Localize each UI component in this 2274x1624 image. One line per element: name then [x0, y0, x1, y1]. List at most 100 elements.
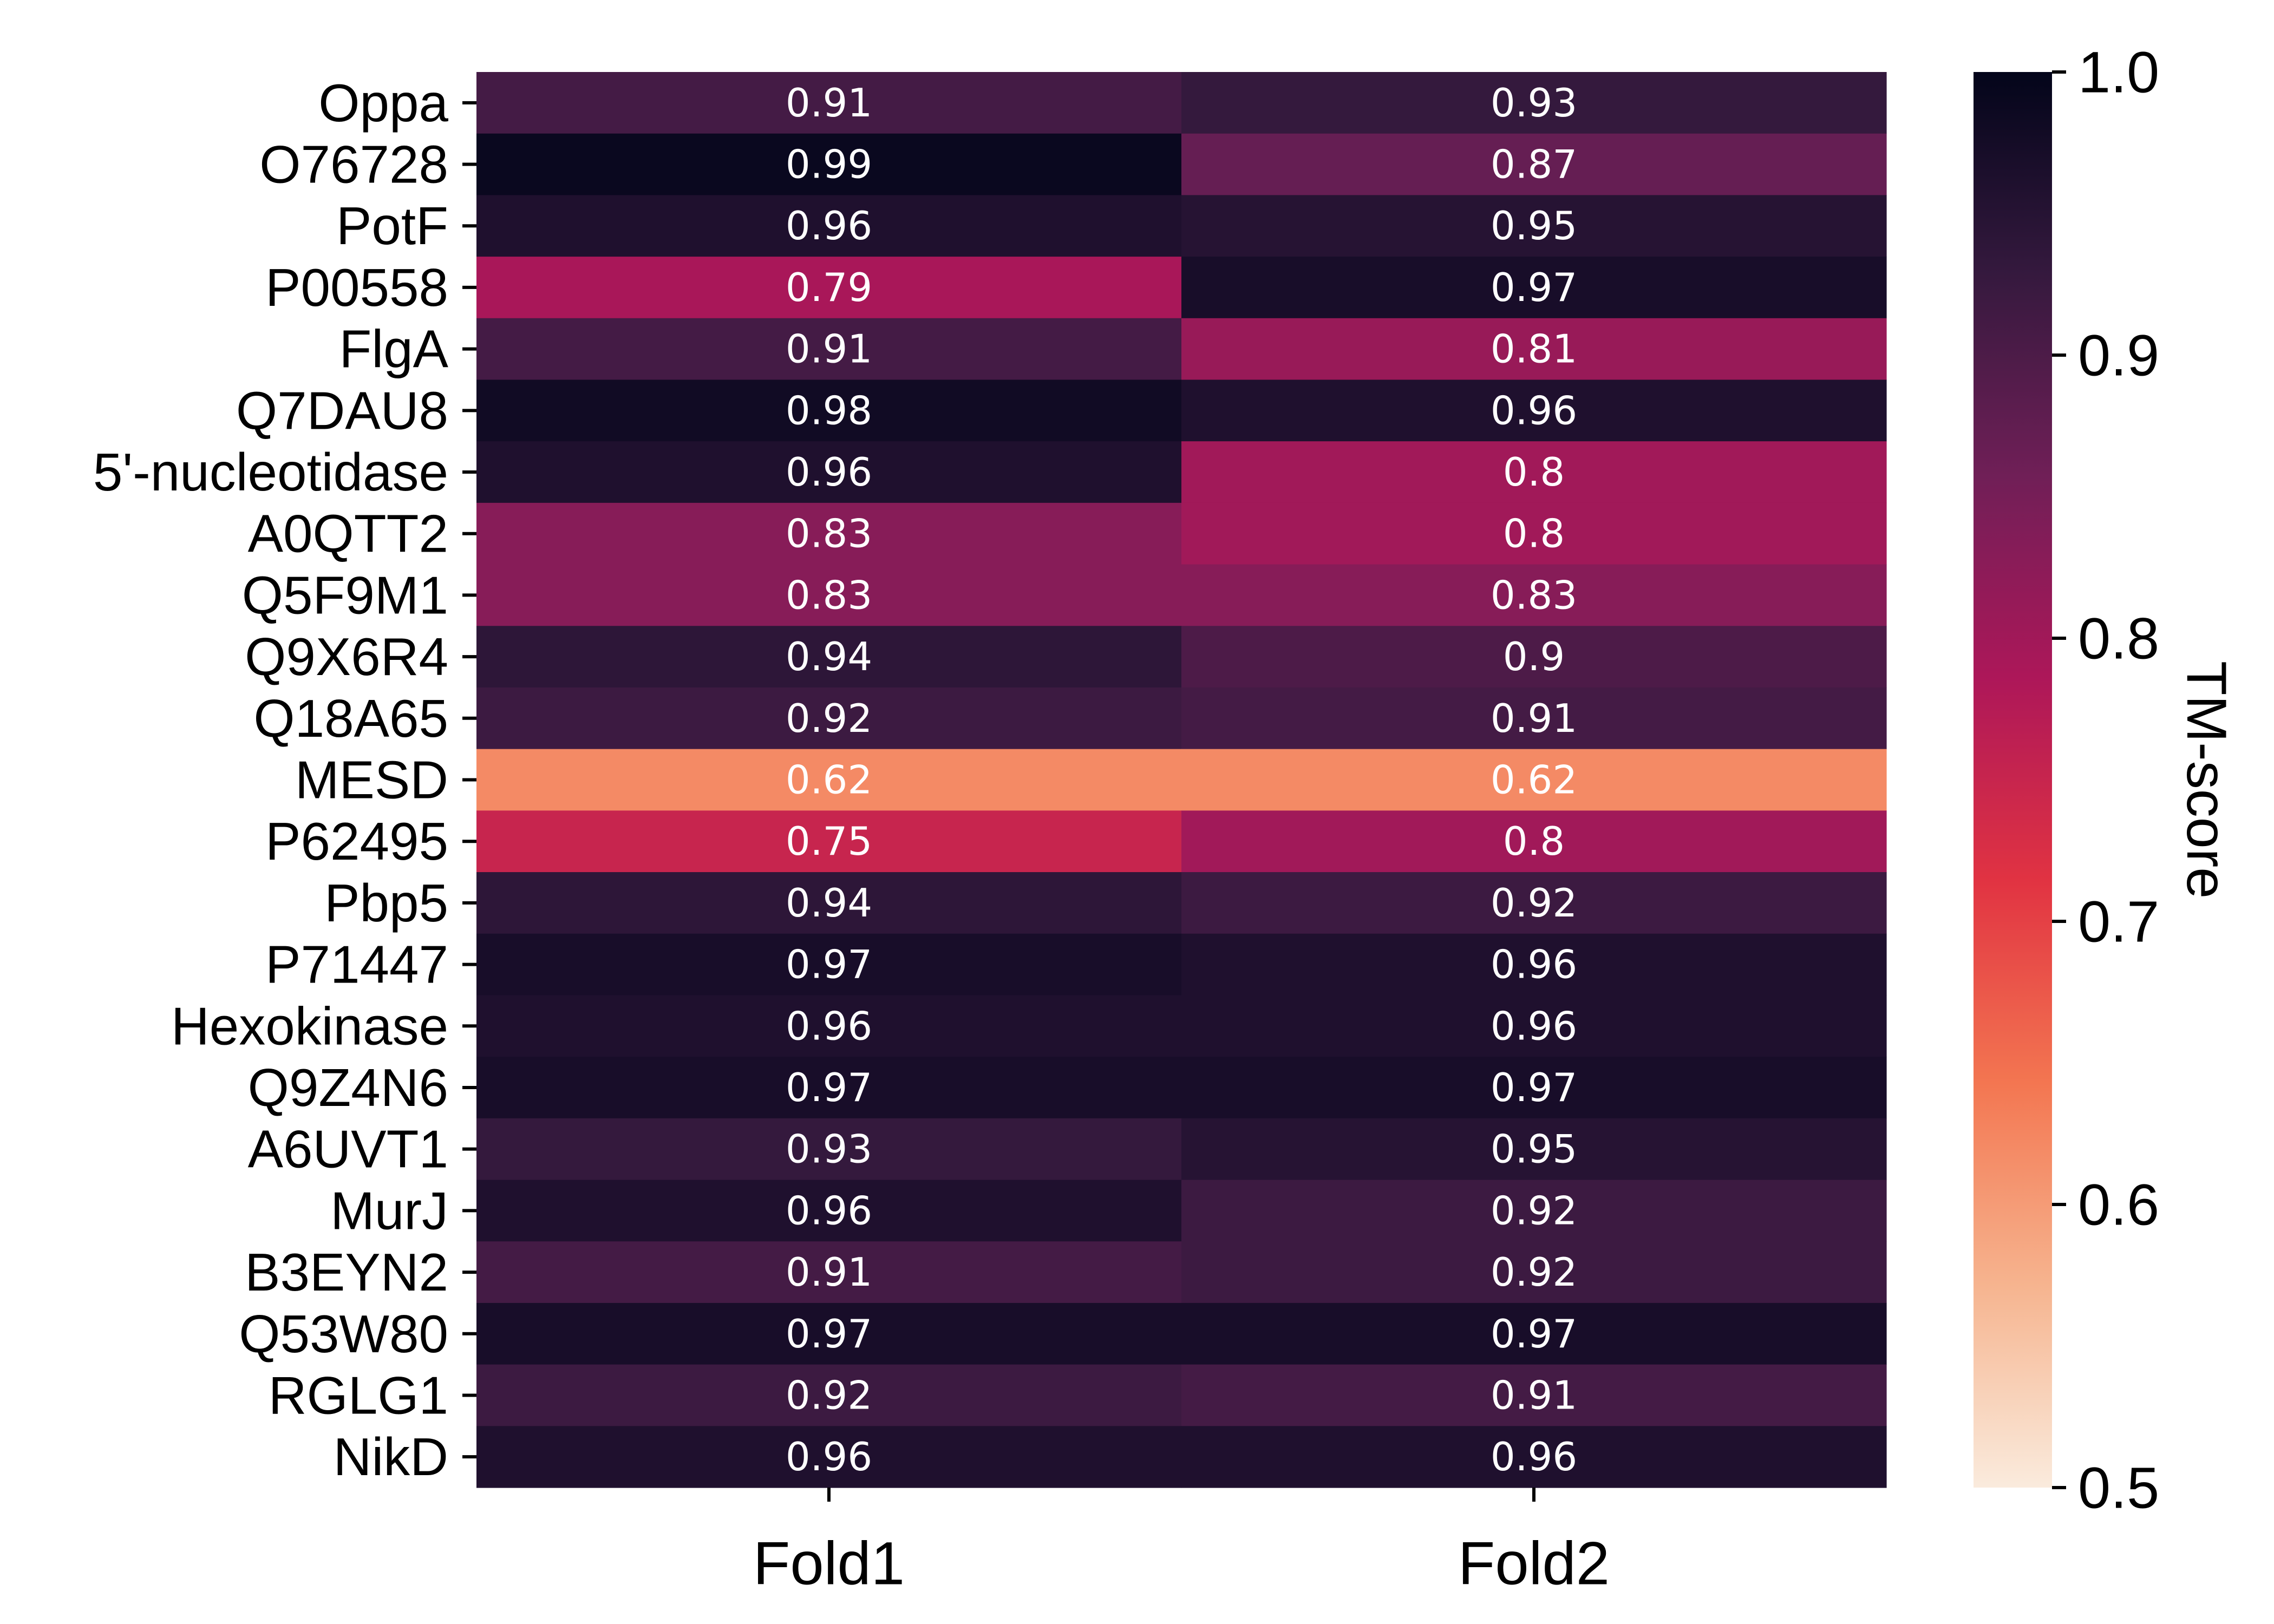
heatmap-cell [1181, 441, 1887, 503]
row-label: P71447 [265, 935, 448, 994]
row-label: Q9Z4N6 [248, 1058, 448, 1117]
cell-value-label: 0.97 [786, 1311, 872, 1357]
cell-value-label: 0.91 [1491, 696, 1577, 741]
colorbar-tick-label: 0.5 [2078, 1455, 2159, 1521]
heatmap-cell [476, 1118, 1182, 1181]
cell-value-label: 0.95 [1491, 1127, 1577, 1172]
heatmap-cell [476, 502, 1182, 565]
row-label: Q7DAU8 [236, 381, 448, 440]
row-label: Q9X6R4 [245, 627, 448, 686]
colorbar-gradient [1974, 72, 2052, 1488]
cell-value-label: 0.92 [786, 696, 872, 741]
heatmap-cell [1181, 1302, 1887, 1365]
cell-value-label: 0.96 [786, 1434, 872, 1479]
heatmap-cell [1181, 318, 1887, 381]
row-label: NikD [334, 1427, 448, 1487]
heatmap-cell [1181, 626, 1887, 688]
heatmap-cell [1181, 133, 1887, 195]
heatmap-cells: 0.91 0.93 0.99 0.87 0.96 0.95 0.79 0.97 0.91 0.81… [476, 72, 1887, 1488]
cell-value-label: 0.94 [786, 880, 872, 926]
heatmap-cell [476, 872, 1182, 934]
cell-value-label: 0.87 [1491, 142, 1577, 187]
heatmap-cell [1181, 872, 1887, 934]
heatmap-cell [1181, 749, 1887, 811]
cell-value-label: 0.97 [786, 942, 872, 987]
row-label: A6UVT1 [248, 1119, 448, 1179]
cell-value-label: 0.8 [1503, 818, 1565, 864]
row-label: Q53W80 [239, 1304, 448, 1364]
cell-value-label: 0.96 [786, 1003, 872, 1049]
heatmap-cell [1181, 1241, 1887, 1304]
row-label: RGLG1 [269, 1365, 448, 1425]
row-label: MurJ [330, 1181, 448, 1240]
cell-value-label: 0.83 [786, 572, 872, 618]
heatmap-cell [476, 441, 1182, 503]
heatmap-cell [476, 1426, 1182, 1488]
column-labels: Fold1 Fold2 [753, 1488, 1610, 1597]
row-label: FlgA [339, 319, 448, 379]
cell-value-label: 0.92 [1491, 880, 1577, 926]
heatmap-cell [1181, 195, 1887, 257]
cell-value-label: 0.79 [786, 265, 872, 310]
cell-value-label: 0.96 [786, 449, 872, 495]
cell-value-label: 0.91 [786, 1249, 872, 1295]
heatmap-cell [1181, 502, 1887, 565]
row-label: A0QTT2 [248, 504, 448, 564]
heatmap-cell [1181, 1180, 1887, 1242]
row-label: Q5F9M1 [242, 565, 448, 625]
heatmap-cell [476, 1364, 1182, 1426]
heatmap-cell [476, 318, 1182, 381]
heatmap-cell [1181, 72, 1887, 134]
cell-value-label: 0.9 [1503, 634, 1565, 679]
colorbar-tick-label: 0.7 [2078, 889, 2159, 954]
cell-value-label: 0.93 [786, 1127, 872, 1172]
cell-value-label: 0.96 [1491, 942, 1577, 987]
row-label: O76728 [259, 135, 448, 194]
heatmap-cell [1181, 257, 1887, 319]
row-label: 5'-nucleotidase [93, 442, 448, 502]
heatmap-cell [1181, 1118, 1887, 1181]
heatmap-cell [476, 1180, 1182, 1242]
cell-value-label: 0.97 [786, 1065, 872, 1110]
heatmap-cell [476, 379, 1182, 442]
row-label: Hexokinase [171, 996, 448, 1056]
row-label: P00558 [265, 258, 448, 317]
column-label: Fold2 [1458, 1530, 1610, 1597]
cell-value-label: 0.92 [786, 1372, 872, 1418]
column-label: Fold1 [753, 1530, 905, 1597]
cell-value-label: 0.83 [1491, 572, 1577, 618]
cell-value-label: 0.96 [786, 203, 872, 248]
cell-value-label: 0.81 [1491, 326, 1577, 372]
heatmap-cell [1181, 564, 1887, 626]
heatmap-cell [1181, 933, 1887, 996]
row-labels: OppaO76728PotFP00558FlgAQ7DAU85'-nucleot… [93, 73, 476, 1487]
cell-value-label: 0.97 [1491, 1311, 1577, 1357]
cell-value-label: 0.91 [786, 326, 872, 372]
heatmap-cell [1181, 995, 1887, 1057]
cell-value-label: 0.96 [1491, 1003, 1577, 1049]
cell-value-label: 0.92 [1491, 1249, 1577, 1295]
row-label: PotF [336, 196, 448, 256]
cell-value-label: 0.93 [1491, 80, 1577, 126]
colorbar-ticks: 1.0 0.9 0.8 0.7 0.6 0.5 [2052, 40, 2159, 1521]
heatmap-cell [476, 564, 1182, 626]
row-label: Oppa [318, 73, 448, 133]
heatmap-cell [476, 1241, 1182, 1304]
cell-value-label: 0.96 [1491, 388, 1577, 433]
heatmap-cell [1181, 810, 1887, 873]
cell-value-label: 0.8 [1503, 511, 1565, 556]
cell-value-label: 0.94 [786, 634, 872, 679]
row-label: Q18A65 [253, 689, 448, 748]
heatmap-cell [476, 810, 1182, 873]
heatmap-cell [476, 995, 1182, 1057]
cell-value-label: 0.97 [1491, 1065, 1577, 1110]
cell-value-label: 0.91 [1491, 1372, 1577, 1418]
colorbar-tick-label: 0.6 [2078, 1172, 2159, 1237]
heatmap-cell [476, 72, 1182, 134]
heatmap-cell [476, 195, 1182, 257]
heatmap-cell [1181, 379, 1887, 442]
cell-value-label: 0.97 [1491, 265, 1577, 310]
heatmap-cell [476, 257, 1182, 319]
cell-value-label: 0.95 [1491, 203, 1577, 248]
